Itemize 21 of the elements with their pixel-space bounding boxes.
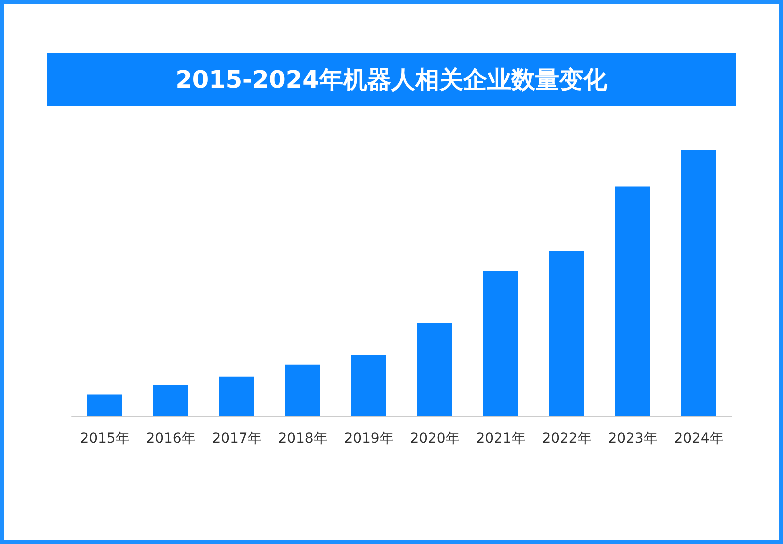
bar [154, 385, 188, 416]
x-tick-label: 2019年 [344, 431, 394, 447]
x-tick-label: 2023年 [608, 431, 658, 447]
bar [220, 376, 254, 416]
bar [616, 186, 650, 416]
x-tick-label: 2018年 [278, 431, 328, 447]
x-tick-label: 2024年 [674, 431, 724, 447]
bar [550, 251, 584, 416]
x-tick-label: 2020年 [410, 431, 460, 447]
bar [352, 355, 386, 416]
x-tick-label: 2016年 [146, 431, 196, 447]
x-tick-label: 2022年 [542, 431, 592, 447]
bar [88, 394, 122, 416]
bar [484, 271, 518, 416]
x-tick-label: 2015年 [80, 431, 130, 447]
x-tick-label: 2021年 [476, 431, 526, 447]
bar [682, 150, 716, 416]
bar [418, 323, 452, 416]
bar [286, 364, 320, 416]
chart-title: 2015-2024年机器人相关企业数量变化 [47, 53, 736, 106]
x-tick-label: 2017年 [212, 431, 262, 447]
